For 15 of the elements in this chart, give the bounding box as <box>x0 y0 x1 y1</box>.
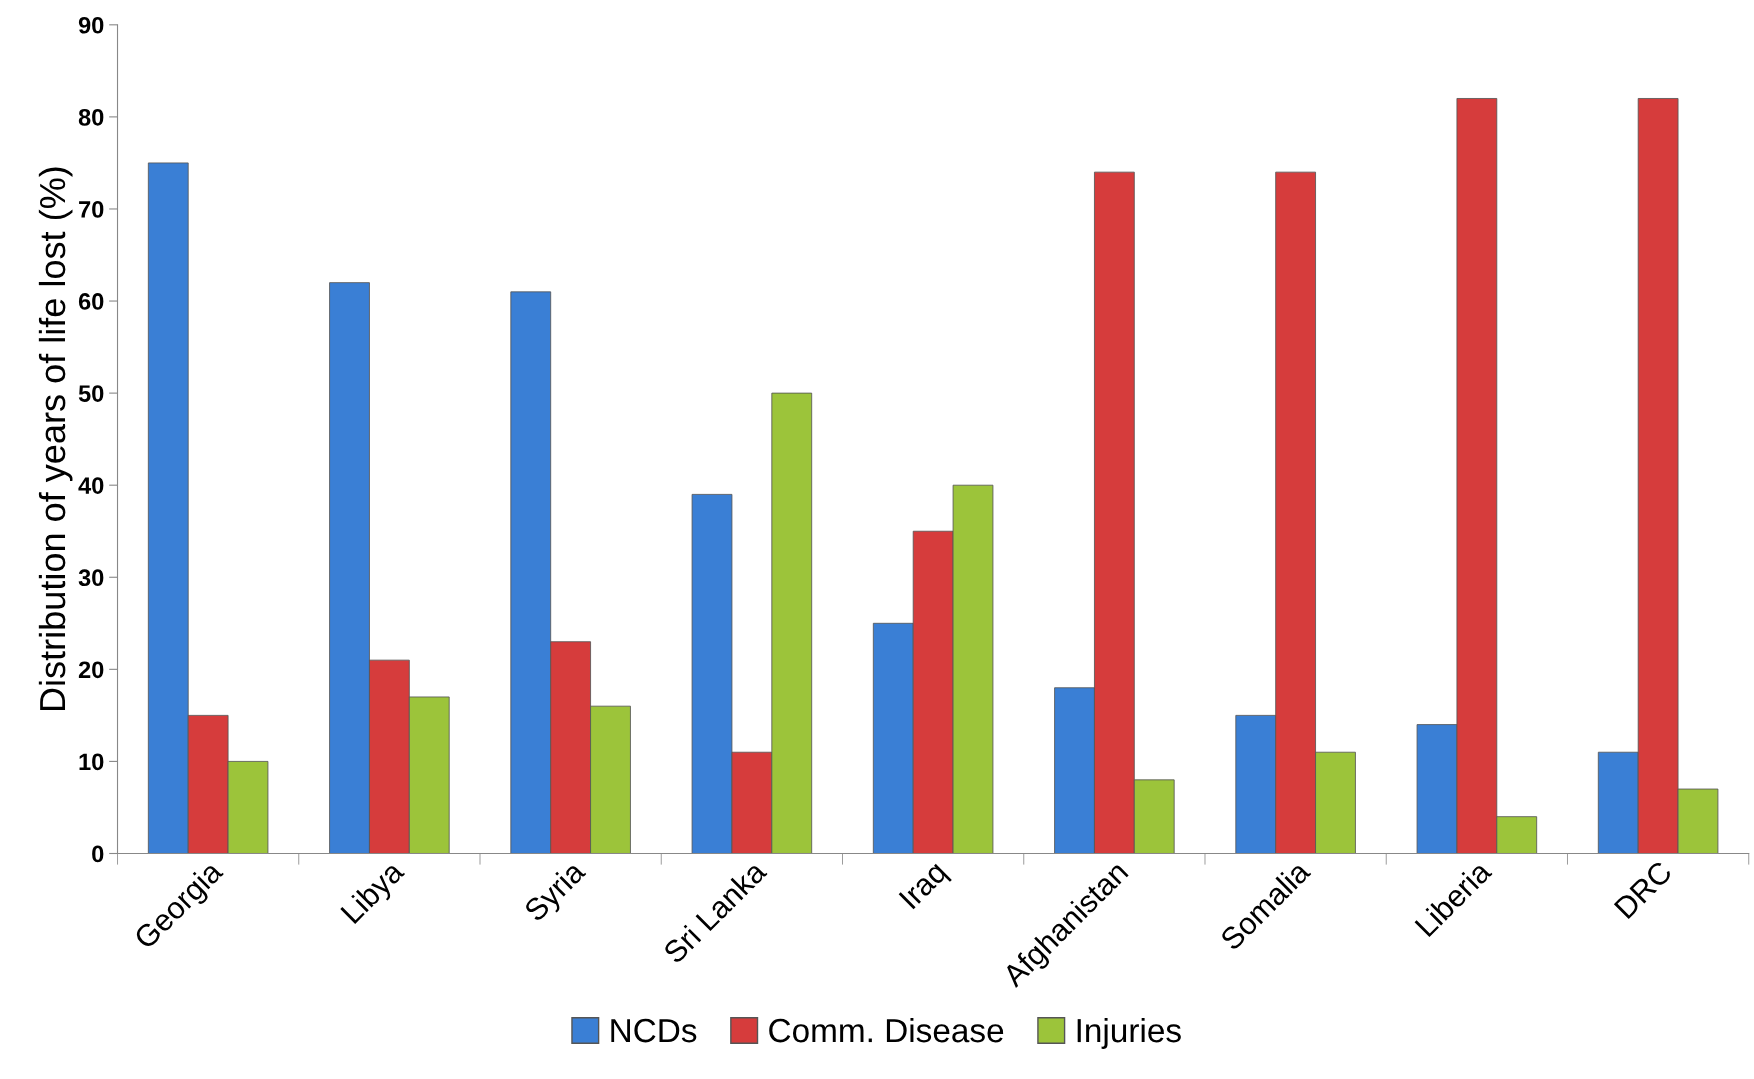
y-tick-label: 20 <box>78 661 104 679</box>
y-tick-label: 0 <box>92 845 104 863</box>
y-tick-label: 40 <box>78 477 104 494</box>
y-tick-label: 10 <box>79 753 104 771</box>
y-tick-label: 30 <box>78 569 104 587</box>
legend-label: Injuries <box>1077 1017 1181 1049</box>
y-axis-title: Distribution of years of life lost (%) <box>38 167 73 711</box>
legend-label: NCDs <box>611 1018 697 1043</box>
y-tick-label: 90 <box>78 16 104 34</box>
legend-label: Comm. Disease <box>769 1017 1004 1043</box>
x-tick-label: Iraq <box>898 860 952 914</box>
y-tick-label: 80 <box>78 108 104 126</box>
y-tick-label: 60 <box>78 293 104 310</box>
y-tick-label: 70 <box>79 201 104 218</box>
y-tick-label: 50 <box>78 385 104 402</box>
